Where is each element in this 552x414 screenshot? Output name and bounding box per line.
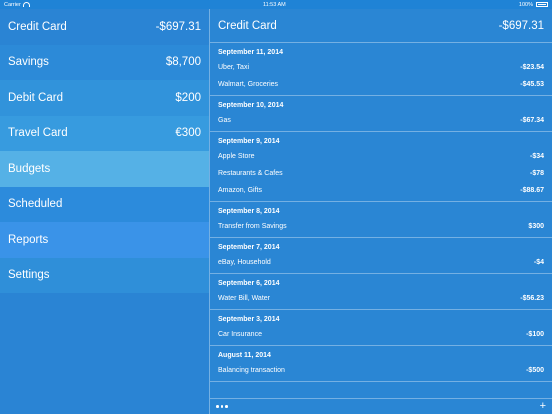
transaction-row[interactable]: Walmart, Groceries -$45.53 xyxy=(210,76,552,93)
transaction-amount: -$67.34 xyxy=(520,117,544,124)
detail-pane: Credit Card -$697.31 September 11, 2014 U… xyxy=(210,9,552,414)
transaction-row[interactable]: Apple Store -$34 xyxy=(210,148,552,165)
detail-balance: -$697.31 xyxy=(498,19,544,32)
plus-icon[interactable]: + xyxy=(539,400,546,412)
carrier-label: Carrier xyxy=(4,1,21,8)
transaction-row[interactable]: Water Bill, Water -$56.23 xyxy=(210,290,552,307)
wifi-icon xyxy=(22,2,30,7)
transaction-description: Transfer from Savings xyxy=(218,223,287,230)
status-bar: Carrier 11:53 AM 100% xyxy=(0,0,552,9)
battery-percent: 100% xyxy=(518,1,533,8)
transaction-row[interactable]: eBay, Household -$4 xyxy=(210,254,552,271)
transaction-section: September 6, 2014 Water Bill, Water -$56.2… xyxy=(210,274,552,310)
transaction-amount: $300 xyxy=(528,223,544,230)
transaction-amount: -$500 xyxy=(526,367,544,374)
section-date-header: September 9, 2014 xyxy=(218,138,280,145)
transaction-section: September 8, 2014 Transfer from Savings $3… xyxy=(210,202,552,238)
section-date-header: August 11, 2014 xyxy=(218,352,271,359)
transaction-description: eBay, Household xyxy=(218,259,271,266)
detail-footer: + xyxy=(210,398,552,414)
transaction-amount: -$4 xyxy=(533,259,544,266)
transaction-description: Walmart, Groceries xyxy=(218,81,279,88)
sidebar-item-label: Reports xyxy=(8,233,49,246)
sidebar-item-label: Scheduled xyxy=(8,198,63,211)
transaction-description: Gas xyxy=(218,117,231,124)
section-date-header: September 10, 2014 xyxy=(218,102,284,109)
more-icon[interactable] xyxy=(216,405,228,408)
transaction-row[interactable]: Uber, Taxi -$23.54 xyxy=(210,59,552,76)
sidebar-item-balance: €300 xyxy=(175,127,201,140)
sidebar-item-settings[interactable]: Settings xyxy=(0,257,209,293)
transaction-description: Restaurants & Cafes xyxy=(218,170,283,177)
detail-header: Credit Card -$697.31 xyxy=(210,9,552,43)
transaction-amount: -$23.54 xyxy=(520,64,544,71)
sidebar-item-balance: $200 xyxy=(175,91,201,104)
transaction-row[interactable]: Gas -$67.34 xyxy=(210,112,552,129)
sidebar-item-balance: $8,700 xyxy=(165,56,201,69)
sidebar-item-reports[interactable]: Reports xyxy=(0,222,209,258)
transaction-section: September 10, 2014 Gas -$67.34 xyxy=(210,96,552,132)
detail-title: Credit Card xyxy=(218,19,277,32)
transaction-section: September 7, 2014 eBay, Household -$4 xyxy=(210,238,552,274)
status-right: 100% xyxy=(519,2,548,8)
sidebar: Credit Card -$697.31 Savings $8,700 Debit Ca… xyxy=(0,9,209,414)
transaction-description: Balancing transaction xyxy=(218,367,285,374)
sidebar-item-label: Savings xyxy=(8,56,49,69)
transaction-description: Water Bill, Water xyxy=(218,295,270,302)
sidebar-item-label: Debit Card xyxy=(8,91,63,104)
transaction-description: Car Insurance xyxy=(218,331,262,338)
status-time: 11:53 AM xyxy=(262,1,286,8)
section-date-header: September 11, 2014 xyxy=(218,49,283,56)
sidebar-item-label: Settings xyxy=(8,269,50,282)
sidebar-item-travel-card[interactable]: Travel Card €300 xyxy=(0,115,209,151)
split-divider xyxy=(209,9,210,414)
transaction-amount: -$100 xyxy=(526,331,544,338)
sidebar-item-label: Credit Card xyxy=(8,20,67,33)
sidebar-item-label: Travel Card xyxy=(8,127,68,140)
sidebar-item-balance: -$697.31 xyxy=(155,20,201,33)
section-date-header: September 8, 2014 xyxy=(218,208,280,215)
transaction-amount: -$78 xyxy=(529,170,544,177)
section-date-header: September 3, 2014 xyxy=(218,316,280,323)
transaction-row[interactable]: Transfer from Savings $300 xyxy=(210,218,552,235)
transaction-list: September 11, 2014 Uber, Taxi -$23.54 Walma… xyxy=(210,43,552,382)
transaction-section: September 11, 2014 Uber, Taxi -$23.54 Walma… xyxy=(210,43,552,96)
sidebar-item-credit-card[interactable]: Credit Card -$697.31 xyxy=(0,9,209,45)
transaction-amount: -$56.23 xyxy=(520,295,544,302)
transaction-description: Amazon, Gifts xyxy=(218,187,262,194)
battery-icon xyxy=(535,2,548,7)
transaction-section: August 11, 2014 Balancing transaction -$50… xyxy=(210,346,552,382)
transaction-row[interactable]: Car Insurance -$100 xyxy=(210,326,552,343)
transaction-amount: -$88.67 xyxy=(520,187,544,194)
transaction-description: Uber, Taxi xyxy=(218,64,249,71)
sidebar-item-budgets[interactable]: Budgets xyxy=(0,151,209,187)
transaction-section: September 9, 2014 Apple Store -$34 Restaura… xyxy=(210,132,552,202)
transaction-row[interactable]: Restaurants & Cafes -$78 xyxy=(210,165,552,182)
transaction-section: September 3, 2014 Car Insurance -$100 xyxy=(210,310,552,346)
sidebar-item-savings[interactable]: Savings $8,700 xyxy=(0,44,209,80)
transaction-amount: -$34 xyxy=(529,153,544,160)
sidebar-item-label: Budgets xyxy=(8,162,51,175)
transaction-row[interactable]: Balancing transaction -$500 xyxy=(210,362,552,379)
section-date-header: September 6, 2014 xyxy=(218,280,280,287)
sidebar-item-debit-card[interactable]: Debit Card $200 xyxy=(0,80,209,116)
transaction-amount: -$45.53 xyxy=(520,81,544,88)
transaction-row[interactable]: Amazon, Gifts -$88.67 xyxy=(210,182,552,199)
section-date-header: September 7, 2014 xyxy=(218,244,280,251)
transaction-description: Apple Store xyxy=(218,153,255,160)
status-left: Carrier xyxy=(4,2,30,8)
sidebar-item-scheduled[interactable]: Scheduled xyxy=(0,186,209,222)
